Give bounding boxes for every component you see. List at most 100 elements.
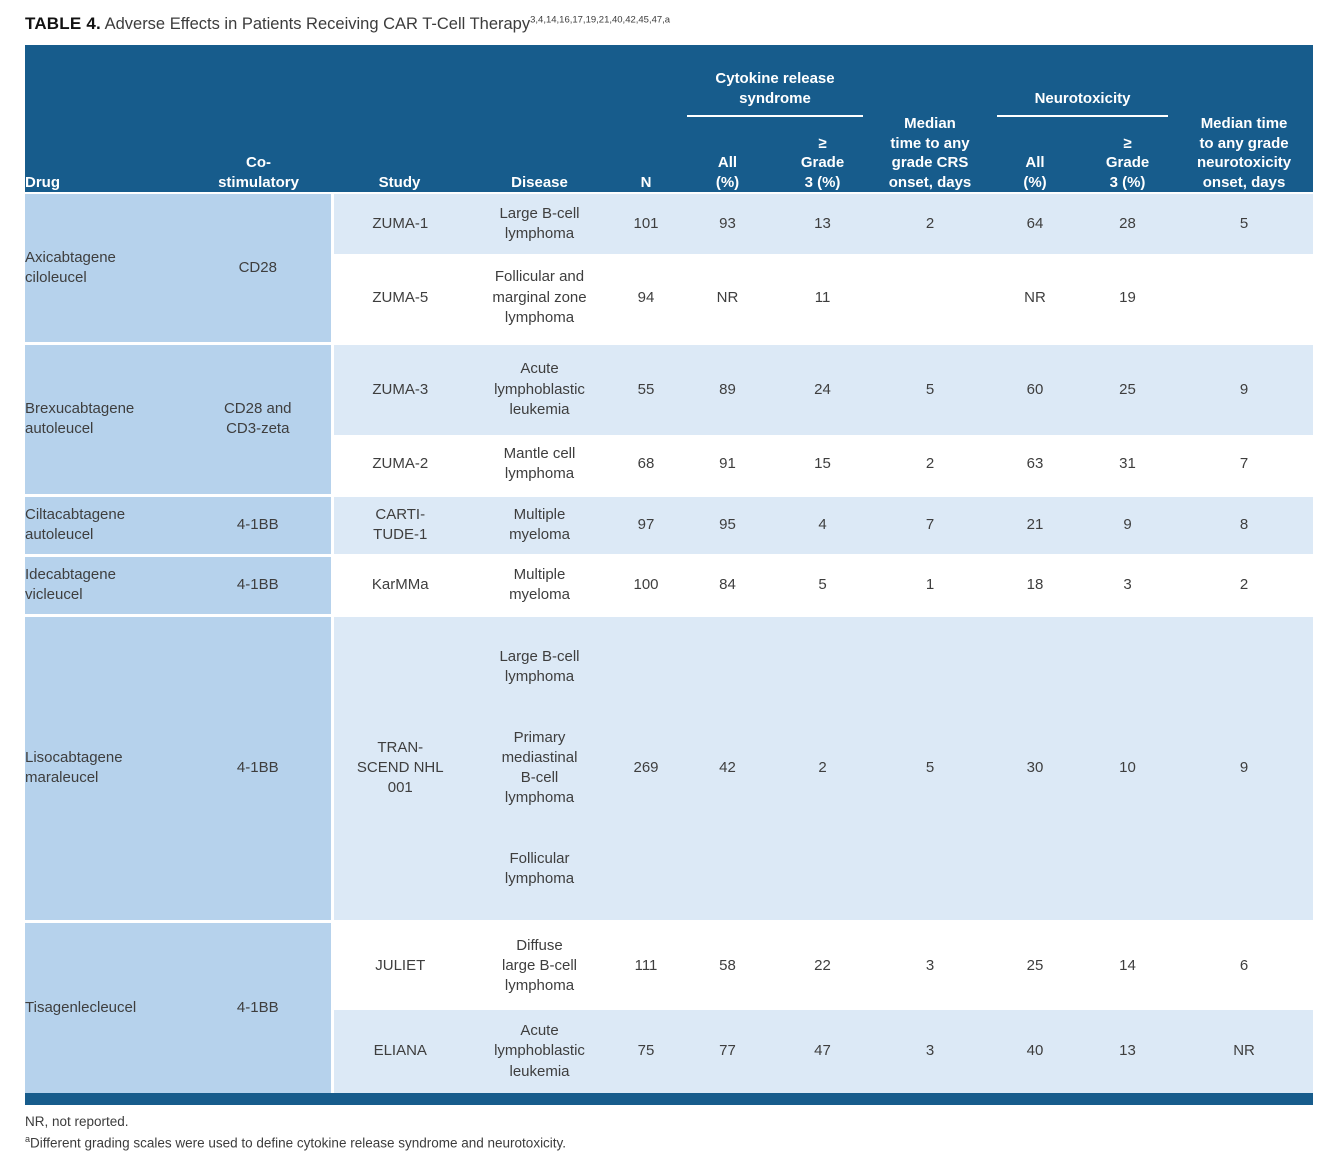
disease-cell: Mantle cell lymphoma [467,435,612,495]
n-cell: 94 [612,254,680,343]
study-cell: KarMMa [332,553,467,615]
neuro-median-cell [1175,254,1314,343]
drug-cell: Axicabtagene ciloleucel [25,192,185,343]
table-title-label: TABLE 4. [25,14,101,33]
neuro-median-cell: 9 [1175,613,1314,921]
neuro-grade3-cell: 13 [1080,1010,1176,1093]
neuro-all-cell: 30 [990,613,1081,921]
table-row: Tisagenlecleucel 4-1BB JULIET Diffuse la… [25,919,1314,1093]
neuro-median-cell: 7 [1175,435,1314,495]
table-title-text: Adverse Effects in Patients Receiving CA… [100,15,531,33]
crs-grade3-cell: 15 [775,435,871,495]
header-sub-row: All (%) ≥ Grade 3 (%) All (%) ≥ Grade 3 … [25,117,1313,193]
costimulatory-cell: 4-1BB [185,919,334,1093]
crs-all-cell: 91 [680,435,775,495]
crs-median-cell: 3 [870,1010,991,1093]
crs-all-cell: 42 [680,613,775,921]
crs-grade3-cell: 13 [775,192,871,254]
neuro-grade3-cell: 31 [1080,435,1176,495]
neuro-all-cell: NR [990,254,1081,343]
neuro-all-cell: 64 [990,192,1081,254]
n-cell: 97 [612,493,680,555]
disease-cell: Acute lymphoblastic leukemia [467,341,612,435]
neuro-all-cell: 60 [990,341,1081,435]
col-header-neuro-all-pct: All (%) [990,117,1081,193]
table-row: Lisocabtagene maraleucel 4-1BB TRAN- SCE… [25,613,1314,921]
neuro-grade3-cell: 9 [1080,493,1176,555]
neuro-grade3-cell: 28 [1080,192,1176,254]
crs-median-cell: 7 [870,493,991,555]
disease-cell: Diffuse large B-cell lymphoma [467,919,612,1010]
disease-cell: Acute lymphoblastic leukemia [467,1010,612,1093]
neuro-grade3-cell: 14 [1080,919,1176,1010]
crs-all-cell: 84 [680,553,775,615]
crs-grade3-cell: 24 [775,341,871,435]
study-cell: ZUMA-5 [332,254,467,343]
crs-all-cell: 93 [680,192,775,254]
neuro-median-cell: 9 [1175,341,1314,435]
neuro-median-cell: NR [1175,1010,1314,1093]
disease-item: Follicular lymphoma [504,849,575,887]
neuro-grade3-cell: 19 [1080,254,1176,343]
costimulatory-cell: CD28 and CD3-zeta [185,341,334,495]
study-cell: TRAN- SCEND NHL 001 [332,613,467,921]
neuro-median-cell: 6 [1175,919,1314,1010]
n-cell: 68 [612,435,680,495]
col-header-neuro-grade3-pct: ≥ Grade 3 (%) [1080,117,1176,193]
n-cell: 269 [612,613,680,921]
col-header-crs-all-pct: All (%) [680,117,775,193]
footnote-nr: NR, not reported. [25,1114,129,1129]
table-row: Ciltacabtagene autoleucel 4-1BB CARTI- T… [25,493,1314,555]
crs-median-cell: 2 [870,192,991,254]
col-header-median-crs-onset: Median time to any grade CRS onset, days [870,45,991,193]
crs-all-cell: 89 [680,341,775,435]
col-header-costimulatory: Co- stimulatory [185,45,332,193]
neuro-all-cell: 21 [990,493,1081,555]
disease-item: Primary mediastinal B-cell lymphoma [501,728,578,807]
neuro-all-cell: 63 [990,435,1081,495]
neuro-median-cell: 2 [1175,553,1314,615]
n-cell: 100 [612,553,680,615]
neuro-all-cell: 25 [990,919,1081,1010]
col-group-cytokine-release-syndrome: Cytokine release syndrome [680,45,871,117]
crs-all-cell: 95 [680,493,775,555]
table-row: ZUMA-2 Mantle cell lymphoma 68 91 15 2 6… [25,435,1314,495]
n-cell: 111 [612,919,680,1010]
col-group-neurotoxicity: Neurotoxicity [990,45,1176,117]
footnote-grading-text: Different grading scales were used to de… [30,1135,567,1151]
table-title-references: 3,4,14,16,17,19,21,40,42,45,47,a [530,14,671,26]
study-cell: ZUMA-2 [332,435,467,495]
disease-cell: Large B-cell lymphoma Primary mediastina… [467,613,612,921]
crs-all-cell: 77 [680,1010,775,1093]
crs-grade3-cell: 22 [775,919,871,1010]
costimulatory-cell: 4-1BB [185,553,334,615]
study-cell: CARTI- TUDE-1 [332,493,467,555]
neuro-grade3-cell: 25 [1080,341,1176,435]
study-cell: ELIANA [332,1010,467,1093]
neuro-all-cell: 40 [990,1010,1081,1093]
footnotes: NR, not reported. aDifferent grading sca… [25,1112,1313,1154]
footnote-grading: aDifferent grading scales were used to d… [25,1133,1313,1154]
crs-grade3-cell: 4 [775,493,871,555]
crs-median-cell: 2 [870,435,991,495]
adverse-effects-table: Drug Co- stimulatory Study Disease N Cyt… [25,45,1314,1093]
crs-median-cell: 5 [870,341,991,435]
neuro-grade3-cell: 3 [1080,553,1176,615]
drug-cell: Idecabtagene vicleucel [25,553,185,615]
disease-item: Large B-cell lymphoma [499,647,580,685]
drug-cell: Brexucabtagene autoleucel [25,341,185,495]
table-row: Idecabtagene vicleucel 4-1BB KarMMa Mult… [25,553,1314,615]
neuro-median-cell: 5 [1175,192,1314,254]
neuro-median-cell: 8 [1175,493,1314,555]
neuro-all-cell: 18 [990,553,1081,615]
neurotoxicity-group-label: Neurotoxicity [997,89,1169,117]
col-header-study: Study [332,45,467,193]
study-cell: ZUMA-1 [332,192,467,254]
costimulatory-cell: 4-1BB [185,493,334,555]
col-header-median-neurotoxicity-onset: Median time to any grade neurotoxicity o… [1175,45,1314,193]
table-row: ZUMA-5 Follicular and marginal zone lymp… [25,254,1314,343]
crs-median-cell: 5 [870,613,991,921]
drug-cell: Ciltacabtagene autoleucel [25,493,185,555]
neuro-grade3-cell: 10 [1080,613,1176,921]
crs-grade3-cell: 11 [775,254,871,343]
